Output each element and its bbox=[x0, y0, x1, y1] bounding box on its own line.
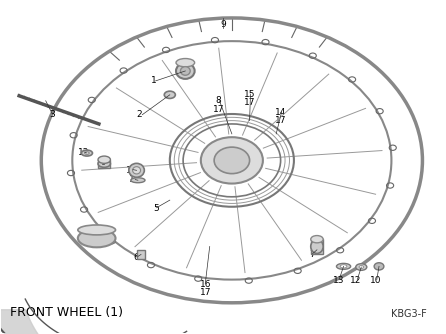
Ellipse shape bbox=[98, 160, 111, 167]
Text: 5: 5 bbox=[153, 204, 159, 213]
Ellipse shape bbox=[78, 229, 116, 247]
Text: 3: 3 bbox=[50, 110, 55, 119]
Text: 17: 17 bbox=[213, 105, 224, 114]
Text: 17: 17 bbox=[244, 98, 256, 107]
Ellipse shape bbox=[311, 235, 323, 243]
Text: 13: 13 bbox=[128, 175, 140, 184]
Text: 4: 4 bbox=[98, 159, 104, 168]
Ellipse shape bbox=[176, 63, 194, 79]
Text: 6: 6 bbox=[134, 253, 140, 262]
Ellipse shape bbox=[132, 167, 140, 174]
Text: 17: 17 bbox=[199, 288, 211, 297]
Circle shape bbox=[214, 147, 250, 174]
Text: 12: 12 bbox=[350, 276, 362, 285]
Text: 15: 15 bbox=[244, 90, 256, 99]
Text: FRONT WHEEL (1): FRONT WHEEL (1) bbox=[10, 306, 123, 319]
Text: 8: 8 bbox=[216, 96, 222, 105]
Text: 9: 9 bbox=[220, 20, 226, 29]
Text: 10: 10 bbox=[370, 276, 382, 285]
Ellipse shape bbox=[98, 156, 111, 163]
Bar bbox=[137, 250, 145, 259]
Ellipse shape bbox=[164, 91, 175, 99]
Ellipse shape bbox=[374, 263, 384, 270]
Text: 12: 12 bbox=[78, 148, 89, 157]
Text: 17: 17 bbox=[275, 116, 286, 125]
Circle shape bbox=[201, 137, 263, 184]
Ellipse shape bbox=[129, 163, 145, 177]
Ellipse shape bbox=[356, 264, 367, 270]
Ellipse shape bbox=[340, 265, 347, 268]
Ellipse shape bbox=[181, 67, 190, 75]
Ellipse shape bbox=[336, 264, 351, 269]
Text: 2: 2 bbox=[136, 110, 141, 119]
Ellipse shape bbox=[85, 152, 89, 154]
Bar bbox=[98, 160, 111, 168]
Text: 13: 13 bbox=[332, 276, 344, 285]
Ellipse shape bbox=[131, 178, 145, 183]
Text: 11: 11 bbox=[126, 166, 138, 175]
Ellipse shape bbox=[81, 150, 92, 156]
Text: 14: 14 bbox=[275, 108, 286, 117]
Ellipse shape bbox=[311, 239, 323, 254]
Ellipse shape bbox=[78, 225, 116, 235]
Text: 1: 1 bbox=[152, 76, 157, 86]
Text: KBG3-F: KBG3-F bbox=[391, 309, 427, 319]
Ellipse shape bbox=[359, 266, 363, 269]
Text: 16: 16 bbox=[199, 280, 211, 289]
Ellipse shape bbox=[176, 58, 194, 67]
Text: 7: 7 bbox=[309, 250, 314, 259]
Bar bbox=[311, 239, 323, 254]
